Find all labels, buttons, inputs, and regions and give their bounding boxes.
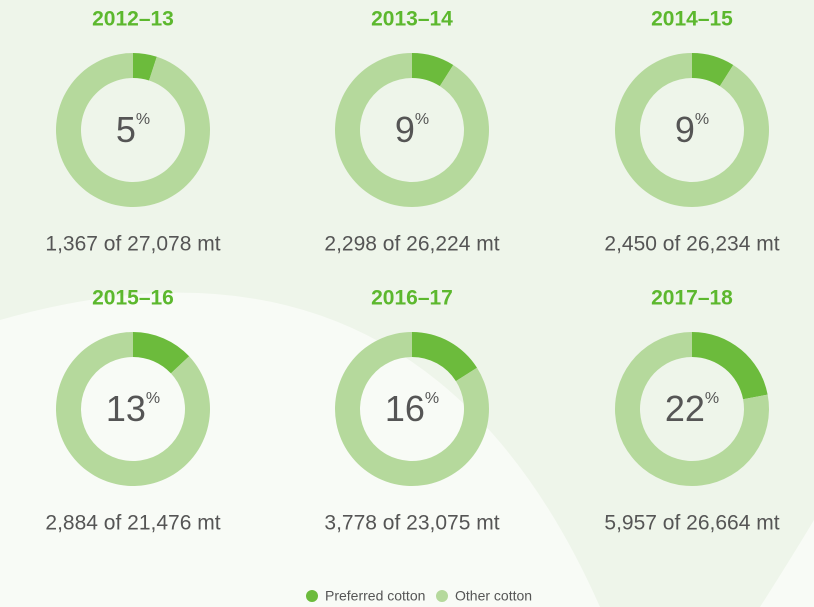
chart-subtitle: 2,298 of 26,224 mt: [324, 233, 499, 256]
value-label: 16%: [385, 388, 439, 429]
chart-subtitle: 3,778 of 23,075 mt: [324, 512, 499, 535]
donut-slice: [55, 53, 210, 208]
chart-title: 2013–14: [371, 8, 453, 31]
donut-slice: [133, 53, 157, 81]
value-label: 9%: [395, 109, 429, 150]
donut-slice: [334, 53, 490, 208]
value-label: 22%: [665, 388, 719, 429]
donut-slice: [615, 53, 769, 208]
background-swoop: [0, 292, 600, 607]
chart-subtitle: 1,367 of 27,078 mt: [45, 233, 220, 256]
chart-subtitle: 5,957 of 26,664 mt: [604, 512, 779, 535]
donut-slice: [55, 332, 210, 486]
chart-title: 2017–18: [651, 287, 733, 310]
legend-label: Preferred cotton: [325, 588, 425, 604]
value-label: 9%: [675, 109, 709, 150]
donut-slice: [615, 332, 769, 486]
chart-subtitle: 2,884 of 21,476 mt: [45, 512, 220, 535]
value-label: 13%: [106, 388, 160, 429]
chart-subtitle: 2,450 of 26,234 mt: [604, 233, 779, 256]
chart-title: 2014–15: [651, 8, 733, 31]
donut-slice: [692, 332, 768, 400]
legend-swatch: [436, 590, 448, 602]
donut-slice: [133, 332, 190, 374]
donut-slice: [412, 53, 454, 87]
legend-swatch: [306, 590, 318, 602]
legend-label: Other cotton: [455, 588, 532, 604]
donut-slice: [692, 53, 734, 87]
donut-slice: [335, 331, 489, 486]
donut-slice: [412, 332, 478, 382]
value-label: 5%: [116, 109, 150, 150]
chart-title: 2012–13: [92, 8, 174, 31]
chart-title: 2015–16: [92, 287, 174, 310]
chart-title: 2016–17: [371, 287, 453, 310]
background-swoop: [760, 520, 814, 607]
